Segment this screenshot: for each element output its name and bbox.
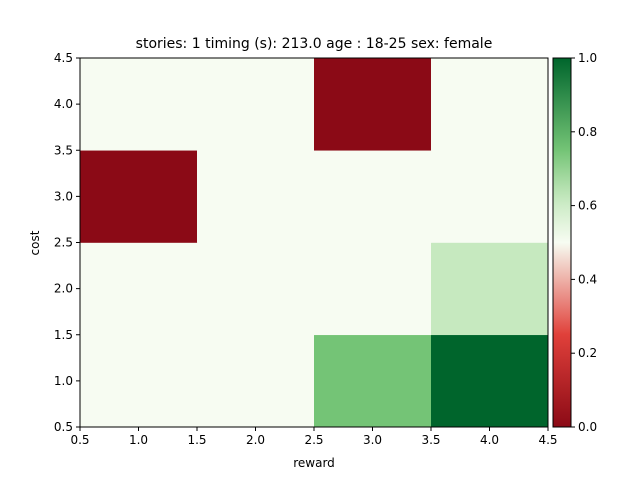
plot-area: 0.5 1.0 1.5 2.0 2.5 3.0 3.5 4.0 4.5 0.5 1.0 1.5 2.0 2… bbox=[54, 51, 558, 447]
y-axis-label: cost bbox=[28, 230, 42, 255]
heatmap-cell bbox=[197, 242, 315, 336]
heatmap-cell bbox=[80, 150, 198, 243]
colorbar-tick-label: 0.0 bbox=[578, 420, 597, 434]
x-axis-label: reward bbox=[293, 456, 335, 470]
x-tick-label: 3.5 bbox=[421, 433, 440, 447]
heatmap-cell bbox=[431, 242, 549, 336]
colorbar-tick-label: 0.4 bbox=[578, 272, 597, 286]
heatmap-cell bbox=[197, 334, 315, 428]
x-tick-label: 2.0 bbox=[246, 433, 265, 447]
y-tick-label: 3.5 bbox=[54, 143, 73, 157]
x-tick-label: 4.0 bbox=[480, 433, 499, 447]
x-tick-label: 1.0 bbox=[129, 433, 148, 447]
heatmap-cell bbox=[314, 150, 432, 243]
x-tick-label: 2.5 bbox=[304, 433, 323, 447]
colorbar-gradient bbox=[552, 57, 572, 428]
x-tick-label: 4.5 bbox=[538, 433, 557, 447]
heatmap-cell bbox=[80, 242, 198, 336]
x-tick-label: 3.0 bbox=[363, 433, 382, 447]
heatmap-cell bbox=[80, 58, 198, 151]
y-tick-label: 2.5 bbox=[54, 236, 73, 250]
colorbar: 0.0 0.2 0.4 0.6 0.8 1.0 bbox=[552, 51, 597, 434]
y-tick-label: 1.5 bbox=[54, 328, 73, 342]
heatmap-cell bbox=[197, 150, 315, 243]
heatmap-cell bbox=[197, 58, 315, 151]
y-tick-label: 2.0 bbox=[54, 282, 73, 296]
y-tick-label: 4.5 bbox=[54, 51, 73, 65]
y-tick-label: 4.0 bbox=[54, 97, 73, 111]
chart-title: stories: 1 timing (s): 213.0 age : 18-25… bbox=[136, 36, 493, 52]
heatmap-cell bbox=[314, 334, 432, 428]
y-tick-label: 1.0 bbox=[54, 374, 73, 388]
colorbar-tick-label: 0.2 bbox=[578, 346, 597, 360]
x-tick-label: 1.5 bbox=[187, 433, 206, 447]
heatmap-cell bbox=[314, 58, 432, 151]
heatmap-cell bbox=[431, 150, 549, 243]
colorbar-tick-label: 0.8 bbox=[578, 125, 597, 139]
heatmap-cell bbox=[80, 334, 198, 428]
y-tick-label: 0.5 bbox=[54, 420, 73, 434]
heatmap-cell bbox=[431, 58, 549, 151]
x-tick-label: 0.5 bbox=[70, 433, 89, 447]
colorbar-tick-label: 1.0 bbox=[578, 51, 597, 65]
y-tick-label: 3.0 bbox=[54, 189, 73, 203]
heatmap-cell bbox=[431, 334, 549, 428]
colorbar-tick-label: 0.6 bbox=[578, 199, 597, 213]
heatmap-cell bbox=[314, 242, 432, 336]
